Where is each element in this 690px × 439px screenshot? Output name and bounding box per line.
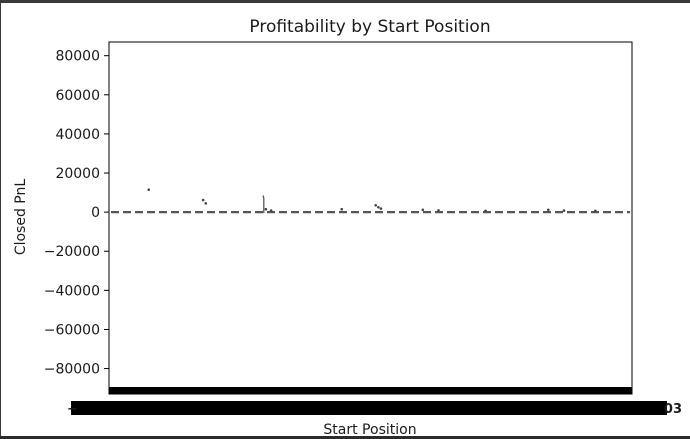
outlier-point [204,202,208,205]
y-tick-label: 20000 [55,166,100,182]
whisker-segment [263,209,265,212]
outlier-point [264,207,268,211]
y-tick-label: −60000 [44,322,100,338]
y-tick-label: −40000 [44,283,100,299]
outlier-point [377,205,380,209]
outlier-point [147,188,151,191]
whisker-segment [262,195,264,198]
y-axis: 80000 60000 40000 20000 0 −20000 −40000 −60000 −… [44,49,109,378]
outlier-point [421,208,425,212]
y-tick-label: −20000 [44,244,100,260]
whisker-segment [263,211,265,214]
whisker-segment [263,197,265,200]
y-tick-label: 80000 [55,49,100,65]
outlier-point [562,209,566,212]
outlier-point [340,207,344,211]
whisker-segment [263,203,265,206]
outlier-point [374,203,378,207]
x-tick-label-right-fragment: 03 [664,402,682,417]
outlier-point [201,198,205,202]
x-tick-label-left-fragment: − [67,402,78,417]
outlier-point [379,207,383,210]
outliers-group [147,188,597,214]
outlier-point [269,209,273,212]
outlier-point [437,209,440,212]
y-tick-label: 60000 [55,88,100,104]
x-tick-labels-blob [71,401,667,415]
x-axis-label: Start Position [323,422,416,438]
whisker-segment [263,201,265,204]
chart-title: Profitability by Start Position [249,17,490,37]
outlier-point [484,209,487,213]
outlier-point [594,209,597,213]
whisker-segment [263,207,265,210]
y-axis-label: Closed PnL [13,179,29,256]
y-tick-label: 0 [91,205,100,221]
x-axis-bottom-bar [109,387,632,394]
outlier-point [547,208,550,212]
y-tick-label: 40000 [55,127,100,143]
whisker-segment [263,199,265,202]
y-tick-label: −80000 [44,362,100,378]
box-plot: Profitability by Start Position 80000 600… [13,17,682,438]
whisker-segment [263,205,265,208]
plot-area [108,41,633,395]
